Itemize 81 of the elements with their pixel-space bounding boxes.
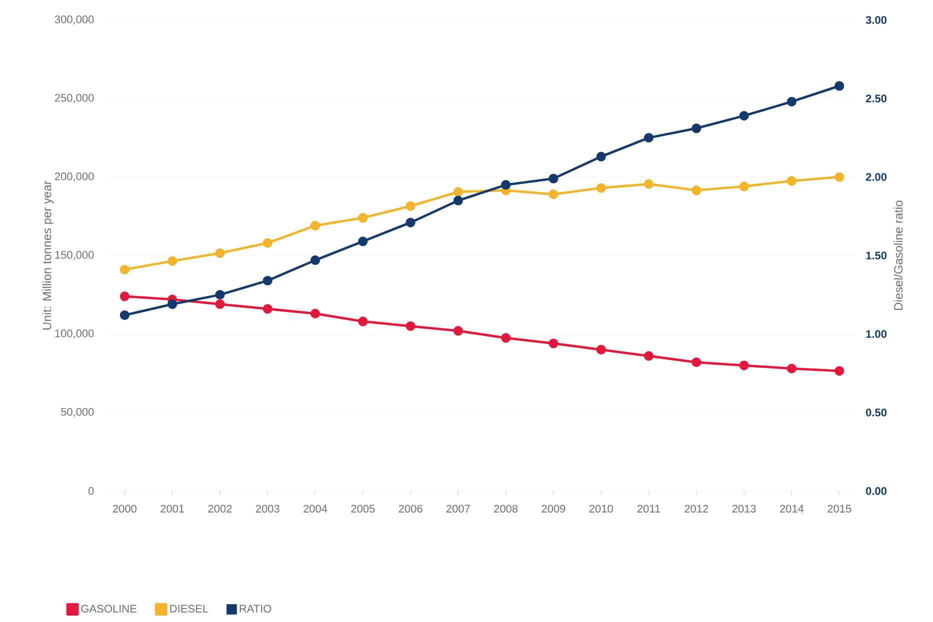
x-tick-label: 2006: [398, 504, 422, 513]
y-axis-title: Unit: Million tonnes per year: [42, 180, 54, 330]
point: [215, 248, 225, 258]
point: [644, 351, 654, 361]
x-tick-label: 2008: [494, 504, 518, 513]
y2-axis-title: Diesel/Gasoline ratio: [894, 200, 903, 310]
x-tick-label: 2011: [637, 504, 660, 513]
point: [548, 189, 558, 200]
point: [739, 182, 749, 192]
point: [262, 304, 272, 314]
point: [262, 276, 272, 286]
x-tick-label: 2007: [446, 504, 470, 513]
point: [453, 187, 463, 197]
point: [501, 180, 511, 190]
x-tick-label: 2009: [542, 504, 566, 513]
y-tick-label: 0: [88, 487, 94, 495]
point: [834, 366, 844, 376]
y2-tick-label: 2.00: [866, 173, 886, 181]
point: [453, 196, 463, 206]
point: [168, 299, 178, 309]
point: [692, 186, 702, 196]
point: [834, 172, 844, 182]
point: [739, 360, 749, 370]
point: [692, 357, 702, 368]
y-tick-label: 50,000: [61, 408, 94, 418]
point: [215, 290, 225, 300]
point: [310, 255, 320, 266]
x-tick-label: 2003: [256, 504, 280, 513]
point: [596, 183, 606, 193]
y-tick-label: 300,000: [54, 15, 94, 25]
y-tick-label: 150,000: [55, 250, 94, 260]
x-tick-label: 2001: [160, 504, 184, 513]
point: [834, 81, 844, 91]
point: [786, 96, 796, 106]
point: [644, 132, 654, 143]
point: [120, 310, 130, 320]
y-tick-label: 200,000: [54, 172, 94, 182]
point: [310, 308, 320, 318]
point: [739, 110, 749, 121]
point: [168, 256, 178, 266]
point: [262, 238, 272, 248]
point: [120, 292, 130, 302]
legend-label: RATIO: [240, 604, 272, 613]
x-tick-label: 2004: [304, 504, 328, 513]
x-tick-label: 2013: [732, 504, 756, 513]
point: [358, 316, 368, 326]
point: [406, 218, 416, 228]
y2-tick-label: 1.50: [866, 252, 886, 260]
point: [215, 299, 225, 309]
point: [406, 201, 416, 211]
y2-tick-label: 1.00: [866, 330, 886, 338]
x-tick-label: 2005: [351, 504, 375, 513]
point: [120, 264, 130, 274]
y-tick-label: 100,000: [55, 329, 94, 339]
x-tick-label: 2000: [112, 504, 136, 513]
point: [786, 176, 796, 186]
x-tick-label: 2010: [589, 504, 613, 513]
y2-tick-label: 0.00: [866, 487, 886, 495]
point: [501, 333, 511, 343]
point: [548, 338, 558, 348]
y2-tick-label: 3.00: [866, 16, 886, 24]
point: [786, 364, 796, 374]
x-tick-label: 2012: [684, 504, 708, 513]
point: [692, 124, 702, 134]
point: [406, 321, 416, 331]
point: [310, 220, 320, 230]
point: [596, 344, 606, 354]
point: [358, 236, 368, 246]
point: [453, 326, 463, 336]
y2-tick-label: 0.50: [866, 408, 886, 416]
point: [548, 174, 558, 184]
x-tick-label: 2015: [828, 504, 852, 513]
point: [358, 213, 368, 223]
x-tick-label: 2002: [208, 504, 232, 513]
legend-label: GASOLINE: [81, 604, 136, 613]
y2-tick-label: 2.50: [866, 94, 886, 102]
x-tick-label: 2014: [780, 504, 804, 513]
point: [644, 179, 654, 189]
point: [596, 152, 606, 162]
y-tick-label: 250,000: [54, 94, 94, 104]
legend-label: DIESEL: [170, 604, 208, 613]
